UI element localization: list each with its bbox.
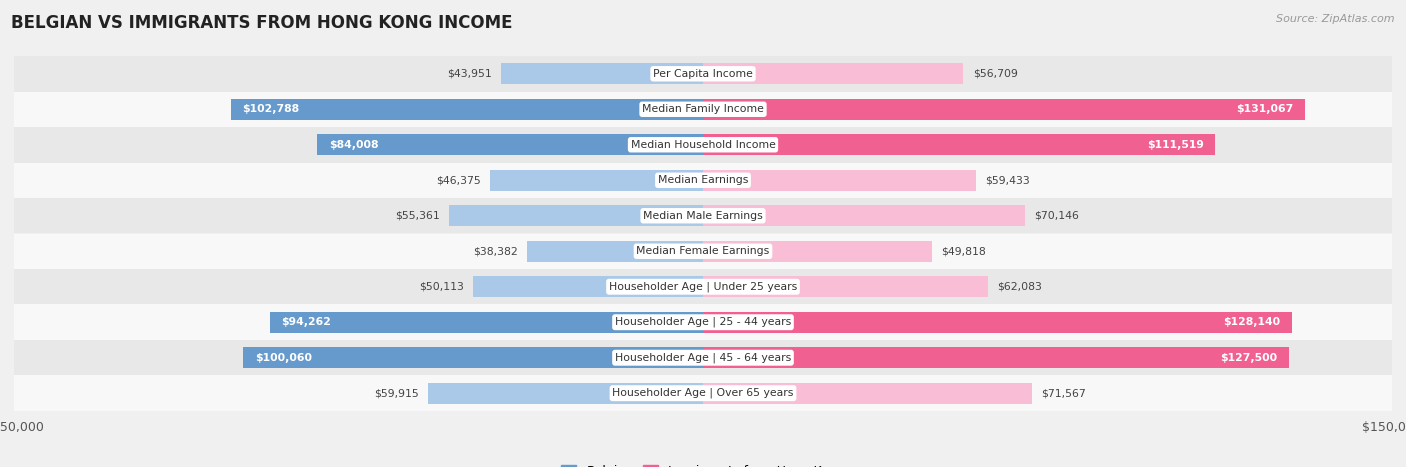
Text: $84,008: $84,008 <box>329 140 378 150</box>
Text: $100,060: $100,060 <box>254 353 312 363</box>
Bar <box>318 134 703 155</box>
Bar <box>527 241 703 262</box>
Text: BELGIAN VS IMMIGRANTS FROM HONG KONG INCOME: BELGIAN VS IMMIGRANTS FROM HONG KONG INC… <box>11 14 513 32</box>
Text: $55,361: $55,361 <box>395 211 440 221</box>
Bar <box>703 347 1289 368</box>
Text: $131,067: $131,067 <box>1236 104 1294 114</box>
Bar <box>231 99 703 120</box>
Text: $50,113: $50,113 <box>419 282 464 292</box>
Text: $59,915: $59,915 <box>374 388 419 398</box>
Bar <box>703 134 1215 155</box>
Bar <box>14 92 1392 127</box>
Bar <box>14 304 1392 340</box>
Bar <box>491 170 703 191</box>
Bar <box>14 56 1392 92</box>
Bar <box>14 269 1392 304</box>
Legend: Belgian, Immigrants from Hong Kong: Belgian, Immigrants from Hong Kong <box>557 460 849 467</box>
Bar <box>703 312 1292 333</box>
Text: Median Family Income: Median Family Income <box>643 104 763 114</box>
Text: $49,818: $49,818 <box>941 246 986 256</box>
Text: $70,146: $70,146 <box>1035 211 1080 221</box>
Bar <box>703 205 1025 226</box>
Text: $43,951: $43,951 <box>447 69 492 79</box>
Text: Median Household Income: Median Household Income <box>630 140 776 150</box>
Bar <box>14 340 1392 375</box>
Text: $71,567: $71,567 <box>1040 388 1085 398</box>
Text: $56,709: $56,709 <box>973 69 1018 79</box>
Bar <box>472 276 703 297</box>
Text: $128,140: $128,140 <box>1223 317 1279 327</box>
Text: Householder Age | 45 - 64 years: Householder Age | 45 - 64 years <box>614 353 792 363</box>
Bar <box>501 64 703 84</box>
Text: $111,519: $111,519 <box>1147 140 1204 150</box>
Text: Householder Age | Under 25 years: Householder Age | Under 25 years <box>609 282 797 292</box>
Text: $127,500: $127,500 <box>1220 353 1277 363</box>
Text: $38,382: $38,382 <box>472 246 517 256</box>
Text: $102,788: $102,788 <box>242 104 299 114</box>
Bar <box>703 276 988 297</box>
Bar <box>703 241 932 262</box>
Bar <box>703 64 963 84</box>
Bar <box>14 234 1392 269</box>
Text: Median Male Earnings: Median Male Earnings <box>643 211 763 221</box>
Bar <box>449 205 703 226</box>
Text: Per Capita Income: Per Capita Income <box>652 69 754 79</box>
Bar <box>243 347 703 368</box>
Bar <box>703 99 1305 120</box>
Bar <box>427 383 703 403</box>
Text: $59,433: $59,433 <box>986 175 1031 185</box>
Text: $46,375: $46,375 <box>436 175 481 185</box>
Text: Median Earnings: Median Earnings <box>658 175 748 185</box>
Bar <box>703 383 1032 403</box>
Bar <box>703 170 976 191</box>
Text: Source: ZipAtlas.com: Source: ZipAtlas.com <box>1277 14 1395 24</box>
Text: $62,083: $62,083 <box>997 282 1042 292</box>
Bar <box>14 163 1392 198</box>
Text: Householder Age | 25 - 44 years: Householder Age | 25 - 44 years <box>614 317 792 327</box>
Bar <box>14 198 1392 234</box>
Bar <box>14 127 1392 163</box>
Text: Householder Age | Over 65 years: Householder Age | Over 65 years <box>612 388 794 398</box>
Text: $94,262: $94,262 <box>281 317 332 327</box>
Bar <box>270 312 703 333</box>
Bar <box>14 375 1392 411</box>
Text: Median Female Earnings: Median Female Earnings <box>637 246 769 256</box>
